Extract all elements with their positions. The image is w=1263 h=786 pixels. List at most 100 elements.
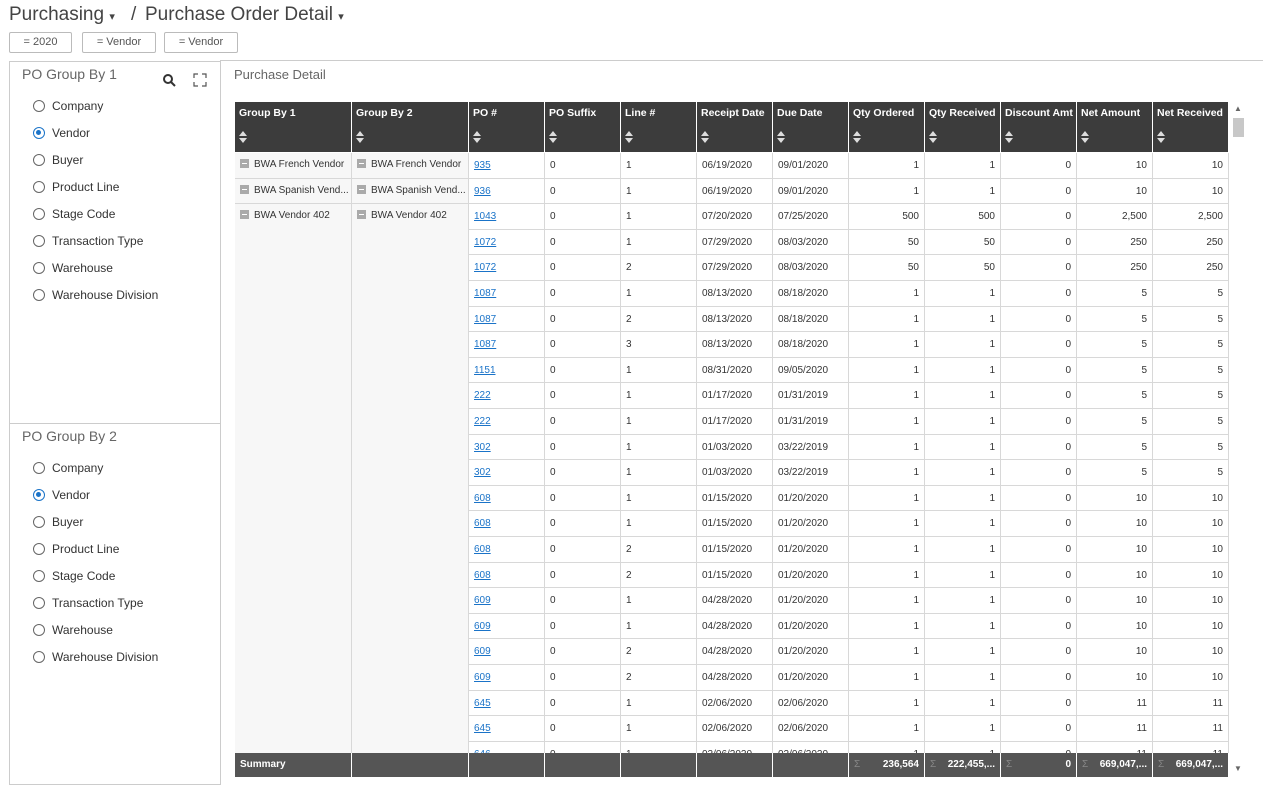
radio-label[interactable]: Warehouse	[52, 261, 113, 275]
radio-label[interactable]: Transaction Type	[52, 596, 144, 610]
column-header-label: Line #	[625, 107, 656, 119]
scroll-up[interactable]: ▲	[1234, 104, 1242, 113]
radio-label[interactable]: Company	[52, 99, 104, 113]
sort-icon[interactable]	[472, 130, 482, 144]
radio-button[interactable]	[33, 651, 45, 663]
radio-label[interactable]: Buyer	[52, 153, 84, 167]
sort-icon[interactable]	[928, 130, 938, 144]
po-link[interactable]: 609	[474, 672, 491, 683]
filter-button[interactable]: = Vendor	[82, 32, 156, 53]
expand-icon[interactable]	[193, 73, 207, 87]
radio-label[interactable]: Product Line	[52, 542, 120, 556]
po-link[interactable]: 609	[474, 646, 491, 658]
collapse-icon[interactable]	[240, 184, 249, 194]
collapse-icon[interactable]	[357, 184, 366, 194]
sort-icon[interactable]	[852, 130, 862, 144]
po-link[interactable]: 1087	[474, 339, 497, 351]
radio-label[interactable]: Transaction Type	[52, 234, 144, 248]
sort-icon[interactable]	[238, 130, 248, 144]
radio-button[interactable]	[33, 235, 45, 247]
radio-button[interactable]	[33, 181, 45, 193]
po-link[interactable]: 935	[474, 160, 491, 171]
scrollbar[interactable]: ▲ ▼	[1232, 102, 1245, 777]
column-header[interactable]: PO #	[469, 102, 545, 152]
column-header[interactable]: Discount Amt	[1001, 102, 1077, 152]
radio-label[interactable]: Buyer	[52, 515, 84, 529]
radio-label[interactable]: Stage Code	[52, 569, 116, 583]
radio-label[interactable]: Company	[52, 461, 104, 475]
po-link[interactable]: 302	[474, 441, 491, 453]
po-link[interactable]: 1151	[474, 364, 496, 376]
po-link[interactable]: 609	[474, 620, 491, 632]
scroll-down[interactable]: ▼	[1234, 764, 1242, 773]
po-link[interactable]: 1072	[474, 262, 497, 274]
po-link[interactable]: 1087	[474, 313, 497, 325]
sort-icon[interactable]	[1080, 130, 1090, 144]
collapse-icon[interactable]	[357, 159, 366, 168]
column-header[interactable]: Due Date	[773, 102, 849, 152]
column-header[interactable]: Group By 1	[235, 102, 352, 152]
po-link[interactable]: 608	[474, 518, 491, 530]
po-link[interactable]: 645	[474, 697, 491, 709]
sort-icon[interactable]	[700, 130, 710, 144]
search-icon[interactable]	[162, 73, 176, 87]
radio-button[interactable]	[33, 100, 45, 112]
filter-button[interactable]: = 2020	[9, 32, 72, 53]
radio-button[interactable]	[33, 208, 45, 220]
po-link[interactable]: 608	[474, 492, 491, 504]
sort-icon[interactable]	[776, 130, 786, 144]
column-header[interactable]: Net Received	[1153, 102, 1229, 152]
radio-label[interactable]: Product Line	[52, 180, 120, 194]
sort-icon[interactable]	[1156, 130, 1166, 144]
sort-icon[interactable]	[548, 130, 558, 144]
radio-label[interactable]: Warehouse Division	[52, 288, 159, 302]
po-link[interactable]: 609	[474, 595, 491, 607]
column-header[interactable]: Qty Received	[925, 102, 1001, 152]
po-link[interactable]: 302	[474, 467, 491, 479]
po-link[interactable]: 222	[474, 416, 491, 427]
radio-label[interactable]: Vendor	[52, 488, 91, 502]
sort-icon[interactable]	[355, 130, 365, 144]
breadcrumb-page[interactable]: Purchase Order Detail ▾	[145, 4, 344, 25]
po-link[interactable]: 645	[474, 723, 491, 735]
po-link[interactable]: 222	[474, 390, 491, 402]
scroll-thumb[interactable]	[1233, 118, 1244, 137]
radio-button[interactable]	[33, 516, 45, 528]
collapse-icon[interactable]	[240, 159, 249, 168]
po-link[interactable]: 608	[474, 569, 491, 581]
collapse-icon[interactable]	[357, 210, 366, 220]
po-link[interactable]: 646	[474, 749, 491, 753]
column-header[interactable]: Group By 2	[352, 102, 469, 152]
radio-button[interactable]	[33, 597, 45, 609]
radio-label[interactable]: Warehouse	[52, 623, 113, 637]
po-link[interactable]: 936	[474, 185, 491, 197]
radio-button[interactable]	[33, 570, 45, 582]
radio-button[interactable]	[33, 624, 45, 636]
radio-button[interactable]	[33, 289, 45, 301]
radio-button[interactable]	[33, 127, 45, 139]
column-header[interactable]: PO Suffix	[545, 102, 621, 152]
po-link[interactable]: 1072	[474, 236, 497, 248]
breadcrumb-module[interactable]: Purchasing ▾	[9, 4, 115, 25]
filter-button[interactable]: = Vendor	[164, 32, 238, 53]
radio-label[interactable]: Warehouse Division	[52, 650, 159, 664]
radio-label[interactable]: Vendor	[52, 126, 91, 140]
sort-icon[interactable]	[1004, 130, 1014, 144]
radio-button[interactable]	[33, 489, 45, 501]
po-link[interactable]: 608	[474, 544, 491, 555]
column-header[interactable]: Line #	[621, 102, 697, 152]
po-link[interactable]: 1043	[474, 211, 497, 223]
radio-button[interactable]	[33, 154, 45, 166]
column-header[interactable]: Receipt Date	[697, 102, 773, 152]
radio-button[interactable]	[33, 543, 45, 555]
radio-label[interactable]: Stage Code	[52, 207, 116, 221]
radio-button[interactable]	[33, 462, 45, 474]
sort-icon[interactable]	[624, 130, 634, 144]
column-header[interactable]: Net Amount	[1077, 102, 1153, 152]
radio-button[interactable]	[33, 262, 45, 274]
column-header[interactable]: Qty Ordered	[849, 102, 925, 152]
table-cell: 11	[1077, 741, 1153, 753]
table-cell: 1	[849, 665, 925, 691]
collapse-icon[interactable]	[240, 210, 249, 220]
po-link[interactable]: 1087	[474, 288, 497, 299]
